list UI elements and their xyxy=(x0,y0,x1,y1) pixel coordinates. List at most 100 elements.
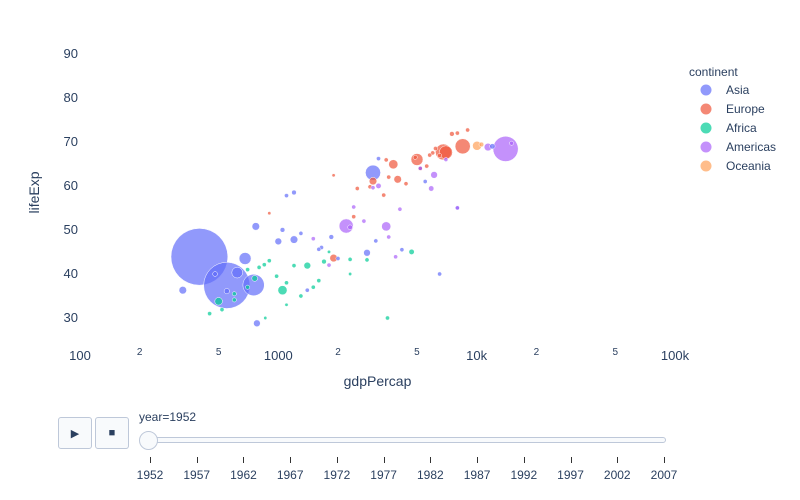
bubble-europe xyxy=(386,174,392,180)
bubble-africa xyxy=(347,257,353,262)
bubble-europe xyxy=(455,130,460,136)
legend-title: continent xyxy=(689,65,738,79)
bubble-americas xyxy=(347,224,353,230)
bubble-asia xyxy=(399,247,405,253)
year-slider-track[interactable] xyxy=(140,437,666,443)
y-tick-label: 50 xyxy=(64,222,78,237)
bubble-europe xyxy=(351,214,357,220)
slider-tick xyxy=(196,457,198,463)
legend-label: Asia xyxy=(726,83,750,97)
slider-tick xyxy=(477,457,479,463)
bubble-europe xyxy=(267,211,272,216)
bubble-africa xyxy=(316,278,322,283)
bubble-americas xyxy=(443,157,449,162)
slider-tick xyxy=(570,457,572,463)
bubble-europe xyxy=(383,157,389,163)
bubble-layer[interactable] xyxy=(170,127,519,327)
x-axis-ticks: 100 1000 10k 100k 2 5 2 5 2 5 xyxy=(69,347,689,363)
bubble-asia xyxy=(437,271,442,277)
bubble-europe xyxy=(381,192,387,198)
bubble-africa xyxy=(207,311,212,316)
bubble-americas xyxy=(310,236,316,242)
stop-button[interactable]: ■ xyxy=(95,417,129,449)
y-tick-label: 40 xyxy=(64,266,78,281)
y-axis-ticks: 30 40 50 60 70 80 90 xyxy=(64,46,78,325)
bubble-africa xyxy=(256,265,262,270)
bubble-americas xyxy=(381,221,392,232)
play-button[interactable]: ▶ xyxy=(58,417,92,449)
slider-year-label[interactable]: 1957 xyxy=(183,468,211,482)
bubble-chart[interactable]: 100 1000 10k 100k 2 5 2 5 2 5 30 40 50 60 70 80 90 gdpP… xyxy=(0,0,800,410)
legend-marker xyxy=(700,160,712,172)
legend-item-oceania[interactable]: Oceania xyxy=(700,159,772,173)
x-minor-tick-label: 2 xyxy=(335,347,341,358)
bubble-europe xyxy=(449,131,455,137)
slider-year-label[interactable]: 1972 xyxy=(323,468,351,482)
bubble-africa xyxy=(251,275,258,282)
bubble-africa xyxy=(266,258,272,264)
bubble-asia xyxy=(298,231,304,236)
bubble-europe xyxy=(368,177,378,186)
slider-tick xyxy=(617,457,619,463)
slider-year-label[interactable]: 1982 xyxy=(417,468,444,482)
slider-year-label[interactable]: 1987 xyxy=(463,468,491,482)
bubble-africa xyxy=(284,280,289,286)
y-tick-label: 30 xyxy=(64,310,78,325)
bubble-asia xyxy=(489,143,496,150)
x-minor-tick-label: 5 xyxy=(613,347,619,358)
bubble-americas xyxy=(455,205,460,211)
slider-year-label[interactable]: 1992 xyxy=(510,468,538,482)
legend-item-americas[interactable]: Americas xyxy=(700,140,777,154)
bubble-americas xyxy=(375,182,382,189)
bubble-americas xyxy=(370,185,376,191)
bubble-asia xyxy=(223,288,230,295)
legend-item-africa[interactable]: Africa xyxy=(700,121,758,135)
bubble-americas xyxy=(430,171,438,179)
legend-marker xyxy=(700,122,712,134)
slider-year-label[interactable]: 1977 xyxy=(370,468,397,482)
bubble-africa xyxy=(321,258,327,265)
bubble-americas xyxy=(351,204,357,210)
slider-year-label[interactable]: 1967 xyxy=(276,468,304,482)
legend-marker xyxy=(700,141,712,153)
current-year-label: year=1952 xyxy=(139,410,197,424)
bubble-africa xyxy=(310,284,316,290)
slider-year-label[interactable]: 1962 xyxy=(230,468,257,482)
bubble-europe xyxy=(412,154,418,160)
slider-tick xyxy=(664,457,665,463)
y-tick-label: 60 xyxy=(64,178,78,193)
y-tick-label: 90 xyxy=(64,46,78,61)
bubble-asia xyxy=(284,193,289,198)
bubble-africa xyxy=(231,291,237,297)
year-slider-handle[interactable] xyxy=(139,431,158,450)
bubble-europe xyxy=(388,159,399,170)
slider-year-label[interactable]: 1997 xyxy=(557,468,584,482)
bubble-asia xyxy=(279,227,286,233)
slider-year-label[interactable]: 1952 xyxy=(136,468,164,482)
bubble-africa xyxy=(245,284,250,290)
slider-tick xyxy=(383,457,385,463)
legend-label: Africa xyxy=(726,121,757,135)
bubble-asia xyxy=(291,189,297,196)
bubble-africa xyxy=(231,297,237,303)
bubble-africa xyxy=(385,315,390,321)
bubble-africa xyxy=(214,297,223,306)
bubble-africa xyxy=(364,257,370,263)
legend-item-asia[interactable]: Asia xyxy=(700,83,750,97)
bubble-asia xyxy=(242,274,265,296)
slider-year-label[interactable]: 2002 xyxy=(603,468,631,482)
bubble-americas xyxy=(393,254,398,260)
legend-item-europe[interactable]: Europe xyxy=(700,102,766,116)
slider-year-label[interactable]: 2007 xyxy=(650,468,678,482)
bubble-asia xyxy=(304,287,310,293)
bubble-americas xyxy=(417,165,423,171)
bubble-africa xyxy=(219,307,225,312)
bubble-africa xyxy=(408,248,415,255)
legend-label: Americas xyxy=(726,140,776,154)
bubble-americas xyxy=(509,140,514,146)
bubble-europe xyxy=(465,127,470,133)
bubble-asia xyxy=(212,271,218,277)
bubble-americas xyxy=(397,206,403,212)
x-minor-tick-label: 5 xyxy=(414,347,420,358)
legend[interactable]: continent Asia Europe Africa Americas Oceani… xyxy=(689,65,776,173)
